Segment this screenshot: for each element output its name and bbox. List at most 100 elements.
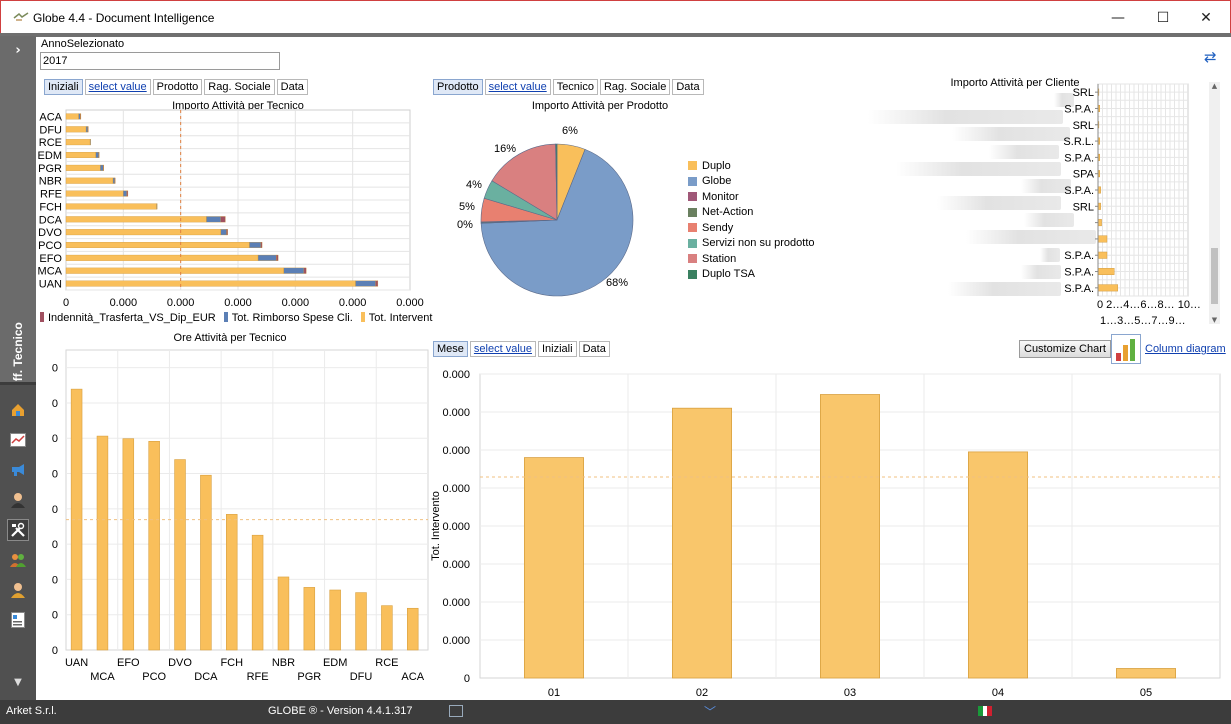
- chart1-svg: ACADFURCEEDMPGRNBRRFEFCHDCADVOPCOEFOMCAU…: [38, 109, 424, 309]
- y-tick-label: FCH: [39, 201, 62, 213]
- bar-Indennità_Trasferta_VS_Dip_EUR: [226, 229, 228, 236]
- bar-Tot. Rimborso Spese Cli.: [257, 254, 277, 261]
- bar-Indennità_Trasferta_VS_Dip_EUR: [87, 126, 89, 133]
- bar-Indennità_Trasferta_VS_Dip_EUR: [126, 190, 129, 197]
- bar-Tot. Rimborso Spese Cli.: [220, 229, 227, 236]
- bar-Indennità_Trasferta_VS_Dip_EUR: [303, 267, 307, 274]
- chart1-legend: Indennità_Trasferta_VS_Dip_EUR Tot. Rimb…: [40, 312, 432, 324]
- redacted-client-name: [937, 196, 1061, 210]
- ore-bar-DCA: [200, 474, 212, 651]
- y-tick-label: SPA: [1073, 169, 1095, 181]
- legend-label: Monitor: [702, 190, 739, 203]
- chart2-svg: 6% 68% 0% 5% 4% 16%: [457, 125, 634, 297]
- pie-data-label: 6%: [562, 125, 578, 137]
- ore-bar-DVO: [174, 459, 186, 651]
- redacted-client-name: [1021, 265, 1061, 279]
- tab-rag-sociale[interactable]: Rag. Sociale: [599, 79, 671, 95]
- expand-panel-icon[interactable]: ›: [15, 43, 21, 58]
- refresh-icon[interactable]: ⇄: [1204, 48, 1217, 66]
- scroll-down-icon[interactable]: ▼: [1211, 316, 1218, 324]
- year-input[interactable]: 2017: [40, 52, 280, 70]
- scroll-up-icon[interactable]: ▲: [1211, 82, 1218, 90]
- legend-label: Globe: [702, 175, 732, 188]
- y-tick-label: S.P.A.: [1064, 267, 1094, 279]
- home-icon[interactable]: [7, 399, 29, 421]
- ore-bar-FCH: [226, 514, 238, 651]
- tab-data[interactable]: Data: [672, 79, 704, 95]
- x-tick-label: 0.000: [396, 297, 424, 309]
- tab-select-value[interactable]: select value: [469, 341, 536, 357]
- legend-item[interactable]: Tot. Intervent: [360, 312, 433, 324]
- x-tick-label: DFU: [350, 671, 373, 683]
- tab-mese[interactable]: Mese: [433, 341, 468, 357]
- tab-select-value[interactable]: select value: [484, 79, 551, 95]
- rail-scroll-down-icon[interactable]: ▼: [14, 677, 22, 688]
- legend-swatch: [40, 312, 44, 322]
- maximize-button[interactable]: ☐: [1156, 10, 1170, 26]
- pie-slice-Station: [491, 143, 558, 221]
- x-tick-label: 04: [992, 687, 1004, 699]
- tab-iniziali[interactable]: Iniziali: [538, 341, 577, 357]
- month-bar-04: [968, 451, 1029, 679]
- legend-item[interactable]: Monitor: [688, 189, 815, 205]
- y-tick-label: 0.000: [442, 369, 470, 381]
- ore-bar-PGR: [303, 587, 316, 651]
- legend-item[interactable]: Globe: [688, 174, 815, 190]
- column-diagram-link[interactable]: Column diagram: [1145, 343, 1226, 355]
- status-bar: Arket S.r.l. GLOBE ® - Version 4.4.1.317…: [0, 700, 1231, 724]
- x-tick-label: 0: [63, 297, 69, 309]
- person-icon[interactable]: [7, 489, 29, 511]
- chart4-title: Ore Attività per Tecnico: [173, 332, 287, 344]
- legend-item[interactable]: Sendy: [688, 220, 815, 236]
- customize-chart-button[interactable]: Customize Chart: [1019, 340, 1111, 358]
- legend-item[interactable]: Duplo: [688, 158, 815, 174]
- redacted-client-name: [1054, 93, 1074, 107]
- y-tick-label: EDM: [38, 150, 62, 162]
- legend-item[interactable]: Tot. Rimborso Spese Cli.: [223, 312, 353, 324]
- minimize-button[interactable]: —: [1111, 10, 1125, 26]
- document-icon[interactable]: [7, 609, 29, 631]
- user-gear-icon[interactable]: [7, 579, 29, 601]
- tab-data[interactable]: Data: [276, 79, 308, 95]
- y-tick-label: S.P.A.: [1064, 283, 1094, 295]
- bar-Tot. Intervent: [65, 164, 101, 171]
- legend-swatch: [688, 223, 697, 233]
- close-button[interactable]: ✕: [1200, 10, 1212, 26]
- chevron-down-icon[interactable]: ﹀: [704, 705, 717, 719]
- x-tick-label: FCH: [220, 657, 243, 669]
- legend-item[interactable]: Duplo TSA: [688, 267, 815, 283]
- legend-item[interactable]: Net-Action: [688, 205, 815, 221]
- tab-iniziali[interactable]: Iniziali: [44, 79, 83, 95]
- tab-rag-sociale[interactable]: Rag. Sociale: [204, 79, 275, 95]
- version-label: GLOBE ® - Version 4.4.1.317: [268, 705, 413, 717]
- tab-tecnico[interactable]: Tecnico: [552, 79, 598, 95]
- y-tick-label: MCA: [38, 266, 63, 278]
- legend-item[interactable]: Servizi non su prodotto: [688, 236, 815, 252]
- tab-prodotto[interactable]: Prodotto: [152, 79, 203, 95]
- chart3-scrollbar[interactable]: ▲ ▼: [1209, 82, 1220, 324]
- x-tick-label: EDM: [323, 657, 347, 669]
- y-tick-label: S.P.A.: [1064, 103, 1094, 115]
- trend-chart-icon[interactable]: [7, 429, 29, 451]
- y-tick-label: PGR: [38, 163, 62, 175]
- bar-Tot. Intervent: [65, 177, 114, 184]
- redacted-client-name: [948, 282, 1061, 296]
- legend-swatch: [223, 312, 228, 322]
- group-icon[interactable]: [7, 549, 29, 571]
- megaphone-icon[interactable]: [7, 459, 29, 481]
- bar-Indennità_Trasferta_VS_Dip_EUR: [375, 280, 379, 287]
- legend-item[interactable]: Indennità_Trasferta_VS_Dip_EUR: [40, 312, 216, 324]
- scroll-thumb[interactable]: [1211, 248, 1218, 304]
- window-title: Globe 4.4 - Document Intelligence: [33, 11, 215, 25]
- column-diagram-icon[interactable]: [1111, 334, 1141, 364]
- italian-flag-icon[interactable]: [978, 706, 993, 716]
- legend-swatch: [688, 269, 697, 279]
- tools-icon[interactable]: [7, 519, 29, 541]
- monitor-icon[interactable]: [449, 705, 463, 717]
- legend-label: Tot. Intervent: [368, 312, 433, 324]
- legend-item[interactable]: Station: [688, 251, 815, 267]
- tab-select-value[interactable]: select value: [84, 79, 151, 95]
- ore-bar-NBR: [277, 576, 290, 651]
- tab-data[interactable]: Data: [578, 341, 610, 357]
- tab-prodotto[interactable]: Prodotto: [433, 79, 483, 95]
